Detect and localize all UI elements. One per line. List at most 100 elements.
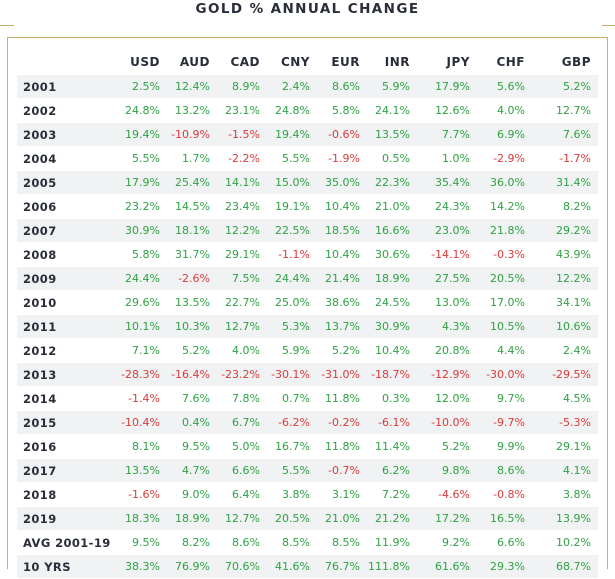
value-cell-gbp: 4.5%	[532, 386, 598, 411]
value-cell-usd: -10.4%	[117, 410, 167, 435]
value-cell-chf: 9.9%	[477, 434, 532, 459]
value-cell-aud: 18.9%	[167, 506, 217, 531]
table-row: 2002 24.8% 13.2% 23.1% 24.8% 5.8% 24.1% 12.6% 4.…	[17, 98, 598, 123]
table-row: 2010 29.6% 13.5% 22.7% 25.0% 38.6% 24.5% 13.0% 1…	[17, 290, 598, 315]
table-frame	[7, 37, 608, 569]
value-cell-usd: 23.2%	[117, 194, 167, 219]
value-cell-cad: 6.6%	[217, 458, 267, 483]
column-header-chf: CHF	[496, 55, 525, 69]
table-row: 2008 5.8% 31.7% 29.1% -1.1% 10.4% 30.6% -14.1% -…	[17, 242, 598, 267]
value-cell-usd: 7.1%	[117, 338, 167, 363]
value-cell-chf: 17.0%	[477, 290, 532, 315]
value-cell-eur: 8.6%	[317, 75, 367, 99]
value-cell-inr: 5.9%	[367, 75, 417, 99]
value-cell-eur: 21.4%	[317, 266, 367, 291]
value-cell-inr: 21.0%	[367, 194, 417, 219]
value-cell-cad: -23.2%	[217, 362, 267, 387]
row-label: 2002	[17, 98, 117, 123]
value-cell-eur: 18.5%	[317, 218, 367, 243]
table-row: 2009 24.4% -2.6% 7.5% 24.4% 21.4% 18.9% 27.5% 20…	[17, 266, 598, 291]
value-cell-inr: -18.7%	[367, 362, 417, 387]
value-cell-cad: 12.7%	[217, 314, 267, 339]
table-row: 2015 -10.4% 0.4% 6.7% -6.2% -0.2% -6.1% -10.0% -…	[17, 410, 598, 435]
value-cell-gbp: 10.2%	[532, 530, 598, 555]
column-header-gbp: GBP	[561, 55, 591, 69]
value-cell-jpy: 12.6%	[417, 98, 477, 123]
value-cell-eur: -1.9%	[317, 146, 367, 171]
value-cell-eur: -0.2%	[317, 410, 367, 435]
value-cell-aud: 31.7%	[167, 242, 217, 267]
value-cell-chf: 29.3%	[477, 554, 532, 579]
value-cell-jpy: 7.7%	[417, 122, 477, 147]
column-header-inr: INR	[384, 55, 410, 69]
value-cell-cny: 5.3%	[267, 314, 317, 339]
value-cell-cny: 19.4%	[267, 122, 317, 147]
table-row: 2019 18.3% 18.9% 12.7% 20.5% 21.0% 21.2% 17.2% 1…	[17, 506, 598, 531]
value-cell-aud: 13.2%	[167, 98, 217, 123]
value-cell-usd: 2.5%	[117, 75, 167, 99]
value-cell-cad: 4.0%	[217, 338, 267, 363]
value-cell-chf: 4.0%	[477, 98, 532, 123]
column-header-blank	[17, 49, 117, 75]
value-cell-chf: 4.4%	[477, 338, 532, 363]
row-label: 2001	[17, 75, 117, 99]
value-cell-gbp: 12.2%	[532, 266, 598, 291]
value-cell-eur: 5.8%	[317, 98, 367, 123]
table-row: 2018 -1.6% 9.0% 6.4% 3.8% 3.1% 7.2% -4.6% -0.8% 3…	[17, 482, 598, 507]
value-cell-jpy: 5.2%	[417, 434, 477, 459]
value-cell-jpy: 4.3%	[417, 314, 477, 339]
value-cell-inr: 13.5%	[367, 122, 417, 147]
value-cell-cad: 7.5%	[217, 266, 267, 291]
value-cell-eur: 76.7%	[317, 554, 367, 579]
value-cell-jpy: 23.0%	[417, 218, 477, 243]
value-cell-cad: 29.1%	[217, 242, 267, 267]
table-row: 2007 30.9% 18.1% 12.2% 22.5% 18.5% 16.6% 23.0% 2…	[17, 218, 598, 243]
value-cell-eur: 10.4%	[317, 242, 367, 267]
value-cell-inr: 30.6%	[367, 242, 417, 267]
column-header-usd: USD	[130, 55, 160, 69]
value-cell-cny: 41.6%	[267, 554, 317, 579]
value-cell-cny: -1.1%	[267, 242, 317, 267]
value-cell-jpy: 9.2%	[417, 530, 477, 555]
value-cell-aud: 0.4%	[167, 410, 217, 435]
value-cell-aud: 9.5%	[167, 434, 217, 459]
value-cell-jpy: 12.0%	[417, 386, 477, 411]
value-cell-jpy: 9.8%	[417, 458, 477, 483]
column-header-eur: EUR	[331, 55, 360, 69]
value-cell-usd: -1.4%	[117, 386, 167, 411]
value-cell-chf: 10.5%	[477, 314, 532, 339]
value-cell-jpy: 13.0%	[417, 290, 477, 315]
value-cell-aud: 14.5%	[167, 194, 217, 219]
column-header-cny: CNY	[280, 55, 310, 69]
value-cell-chf: 6.9%	[477, 122, 532, 147]
value-cell-cad: 23.1%	[217, 98, 267, 123]
row-label: 2017	[17, 458, 117, 483]
row-label: 2019	[17, 506, 117, 531]
value-cell-aud: 7.6%	[167, 386, 217, 411]
value-cell-cny: 5.5%	[267, 458, 317, 483]
row-label: 2018	[17, 482, 117, 507]
value-cell-cny: 5.9%	[267, 338, 317, 363]
value-cell-cad: -1.5%	[217, 122, 267, 147]
table-row: 2001 2.5% 12.4% 8.9% 2.4% 8.6% 5.9% 17.9% 5.6% 5.…	[17, 75, 598, 99]
value-cell-usd: 9.5%	[117, 530, 167, 555]
table-row: 2013 -28.3% -16.4% -23.2% -30.1% -31.0% -18.7%…	[17, 362, 598, 387]
value-cell-eur: 11.8%	[317, 434, 367, 459]
row-label: 2007	[17, 218, 117, 243]
value-cell-chf: -2.9%	[477, 146, 532, 171]
value-cell-chf: -9.7%	[477, 410, 532, 435]
value-cell-usd: -28.3%	[117, 362, 167, 387]
row-label: 10 YRS	[17, 554, 117, 579]
value-cell-eur: 3.1%	[317, 482, 367, 507]
value-cell-eur: 11.8%	[317, 386, 367, 411]
value-cell-gbp: 31.4%	[532, 170, 598, 195]
value-cell-cad: 12.7%	[217, 506, 267, 531]
value-cell-jpy: 17.2%	[417, 506, 477, 531]
row-label: 2014	[17, 386, 117, 411]
value-cell-cny: 2.4%	[267, 75, 317, 99]
row-label: 2015	[17, 410, 117, 435]
value-cell-aud: -2.6%	[167, 266, 217, 291]
value-cell-chf: -0.3%	[477, 242, 532, 267]
value-cell-cny: 25.0%	[267, 290, 317, 315]
value-cell-inr: 16.6%	[367, 218, 417, 243]
